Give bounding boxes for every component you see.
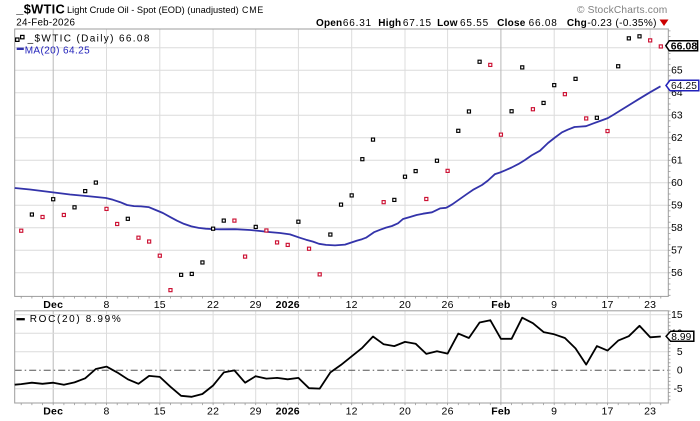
svg-text:62: 62 xyxy=(671,133,683,144)
svg-text:High: High xyxy=(378,18,401,29)
svg-text:65.55: 65.55 xyxy=(460,18,489,29)
svg-text:Chg: Chg xyxy=(567,18,587,29)
svg-text:56: 56 xyxy=(671,268,683,279)
svg-text:23: 23 xyxy=(644,406,656,418)
svg-text:29: 29 xyxy=(250,406,262,418)
svg-text:9: 9 xyxy=(551,299,557,311)
svg-text:17: 17 xyxy=(601,406,613,418)
svg-text:_$WTIC: _$WTIC xyxy=(15,2,65,17)
svg-text:66.31: 66.31 xyxy=(343,18,372,29)
svg-text:Feb: Feb xyxy=(491,406,510,418)
svg-text:Open: Open xyxy=(316,18,342,29)
svg-text:Feb: Feb xyxy=(491,299,510,311)
svg-text:20: 20 xyxy=(399,406,411,418)
svg-text:29: 29 xyxy=(250,299,262,311)
svg-text:Dec: Dec xyxy=(43,299,63,311)
svg-text:59: 59 xyxy=(671,200,683,211)
svg-text:15: 15 xyxy=(671,310,683,321)
svg-text:57: 57 xyxy=(671,245,683,256)
svg-text:66.08: 66.08 xyxy=(529,18,558,29)
svg-text:2026: 2026 xyxy=(276,406,300,418)
svg-text:23: 23 xyxy=(644,299,656,311)
svg-text:64.25: 64.25 xyxy=(671,81,697,92)
svg-text:26: 26 xyxy=(442,299,454,311)
svg-text:67.15: 67.15 xyxy=(403,18,432,29)
svg-text:20: 20 xyxy=(399,299,411,311)
svg-text:8: 8 xyxy=(103,406,109,418)
svg-text:5: 5 xyxy=(677,347,683,358)
svg-text:MA(20) 64.25: MA(20) 64.25 xyxy=(25,45,90,56)
svg-text:64: 64 xyxy=(671,88,683,99)
svg-text:Dec: Dec xyxy=(43,406,63,418)
svg-text:15: 15 xyxy=(154,299,166,311)
svg-text:8: 8 xyxy=(103,299,109,311)
svg-text:58: 58 xyxy=(671,223,683,234)
svg-text:24-Feb-2026: 24-Feb-2026 xyxy=(16,18,75,29)
svg-text:26: 26 xyxy=(442,406,454,418)
svg-text:12: 12 xyxy=(346,299,358,311)
svg-text:0: 0 xyxy=(677,365,683,376)
svg-text:Low: Low xyxy=(437,18,458,29)
svg-text:Light Crude Oil - Spot (EOD) (: Light Crude Oil - Spot (EOD) (unadjusted… xyxy=(67,5,239,15)
svg-text:2026: 2026 xyxy=(276,299,300,311)
svg-text:-5: -5 xyxy=(673,384,682,395)
svg-text:© StockCharts.com: © StockCharts.com xyxy=(577,5,667,16)
svg-text:8.99: 8.99 xyxy=(671,332,691,343)
svg-text:63: 63 xyxy=(671,110,683,121)
svg-text:66.08: 66.08 xyxy=(671,41,698,52)
svg-text:22: 22 xyxy=(207,299,219,311)
svg-text:ROC(20) 8.99%: ROC(20) 8.99% xyxy=(30,314,123,325)
svg-text:12: 12 xyxy=(346,406,358,418)
svg-text:22: 22 xyxy=(207,406,219,418)
svg-text:61: 61 xyxy=(671,155,683,166)
svg-text:17: 17 xyxy=(601,299,613,311)
svg-text:CME: CME xyxy=(242,5,264,15)
svg-text:15: 15 xyxy=(154,406,166,418)
svg-text:60: 60 xyxy=(671,178,683,189)
svg-text:_$WTIC (Daily) 66.08: _$WTIC (Daily) 66.08 xyxy=(27,34,151,45)
svg-text:Close: Close xyxy=(497,18,526,29)
svg-text:-0.23 (-0.35%): -0.23 (-0.35%) xyxy=(587,18,657,29)
svg-text:9: 9 xyxy=(551,406,557,418)
svg-text:65: 65 xyxy=(671,65,683,76)
